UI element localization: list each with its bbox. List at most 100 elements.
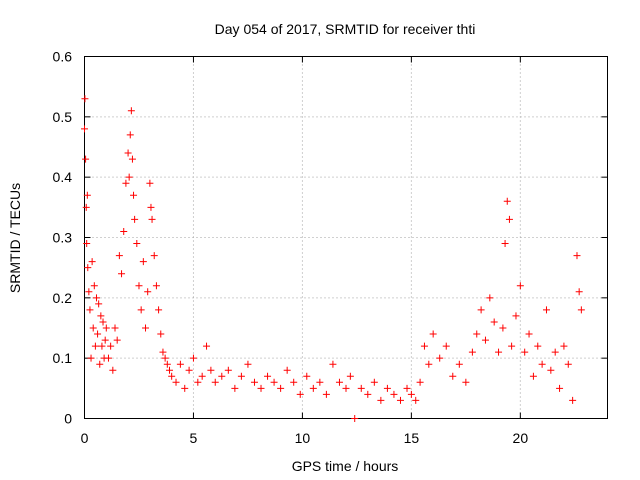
y-tick-label: 0.5: [53, 109, 73, 125]
data-point: [575, 288, 583, 296]
data-point: [85, 288, 93, 296]
data-point: [87, 354, 95, 362]
data-point: [83, 240, 91, 248]
data-point: [131, 215, 139, 223]
data-point: [130, 191, 138, 199]
data-point: [211, 378, 219, 386]
data-point: [181, 384, 189, 392]
grid-lines: [84, 56, 608, 419]
data-point: [90, 282, 98, 290]
data-point: [420, 342, 428, 350]
data-point: [529, 372, 537, 380]
data-point: [144, 288, 152, 296]
x-tick-label: 10: [295, 430, 311, 446]
data-point: [97, 312, 105, 320]
data-point: [495, 348, 503, 356]
data-point: [412, 396, 420, 404]
data-point: [98, 342, 106, 350]
x-tick-label: 15: [404, 430, 420, 446]
data-point: [163, 360, 171, 368]
data-point: [468, 348, 476, 356]
data-point: [505, 215, 513, 223]
data-point: [547, 366, 555, 374]
data-point: [198, 372, 206, 380]
data-point: [346, 372, 354, 380]
data-point: [107, 342, 115, 350]
data-point: [96, 360, 104, 368]
data-point: [335, 378, 343, 386]
data-point: [309, 384, 317, 392]
data-point: [92, 294, 100, 302]
data-point: [137, 306, 145, 314]
data-point: [82, 155, 90, 163]
data-point: [148, 215, 156, 223]
data-point: [449, 372, 457, 380]
data-point: [542, 306, 550, 314]
data-point: [81, 95, 89, 103]
data-point: [257, 384, 265, 392]
data-point: [425, 360, 433, 368]
data-point: [81, 125, 88, 133]
data-point: [102, 324, 110, 332]
data-point: [270, 378, 278, 386]
data-point: [161, 354, 169, 362]
data-point: [99, 318, 107, 326]
data-point: [237, 372, 245, 380]
data-point: [283, 366, 291, 374]
data-point: [416, 378, 424, 386]
data-point: [125, 173, 133, 181]
x-tick-labels: 0 5 10 15 20: [81, 430, 529, 446]
data-point: [564, 360, 572, 368]
data-point: [322, 390, 330, 398]
data-point: [296, 390, 304, 398]
data-point: [516, 282, 524, 290]
data-point: [329, 360, 337, 368]
data-point: [501, 240, 509, 248]
data-point: [436, 354, 444, 362]
data-point: [126, 131, 134, 139]
data-point: [118, 270, 126, 278]
data-point: [224, 366, 232, 374]
y-tick-label: 0.4: [53, 169, 73, 185]
data-point: [525, 330, 533, 338]
data-point: [165, 366, 173, 374]
data-point: [122, 179, 130, 187]
data-point: [176, 360, 184, 368]
data-point: [396, 396, 404, 404]
data-point: [264, 372, 272, 380]
data-point: [109, 366, 117, 374]
data-point: [147, 203, 155, 211]
data-point: [303, 372, 311, 380]
data-point: [250, 378, 258, 386]
data-point: [490, 318, 498, 326]
data-point: [569, 396, 577, 404]
data-point: [508, 342, 516, 350]
data-point: [95, 300, 103, 308]
data-points: [81, 95, 585, 422]
data-point: [486, 294, 494, 302]
data-point: [364, 390, 372, 398]
data-point: [560, 342, 568, 350]
data-point: [556, 384, 564, 392]
data-point: [115, 252, 123, 260]
data-point: [113, 336, 121, 344]
data-point: [538, 360, 546, 368]
data-point: [194, 378, 202, 386]
data-point: [342, 384, 350, 392]
data-point: [534, 342, 542, 350]
data-point: [91, 342, 99, 350]
data-point: [403, 384, 411, 392]
x-tick-label: 20: [513, 430, 529, 446]
data-point: [481, 336, 489, 344]
data-point: [383, 384, 391, 392]
data-point: [521, 348, 529, 356]
y-tick-label: 0.2: [53, 290, 73, 306]
data-point: [442, 342, 450, 350]
data-point: [82, 203, 90, 211]
data-point: [573, 252, 581, 260]
data-point: [189, 354, 197, 362]
data-point: [499, 324, 507, 332]
data-point: [462, 378, 470, 386]
data-point: [290, 378, 298, 386]
data-point: [429, 330, 437, 338]
